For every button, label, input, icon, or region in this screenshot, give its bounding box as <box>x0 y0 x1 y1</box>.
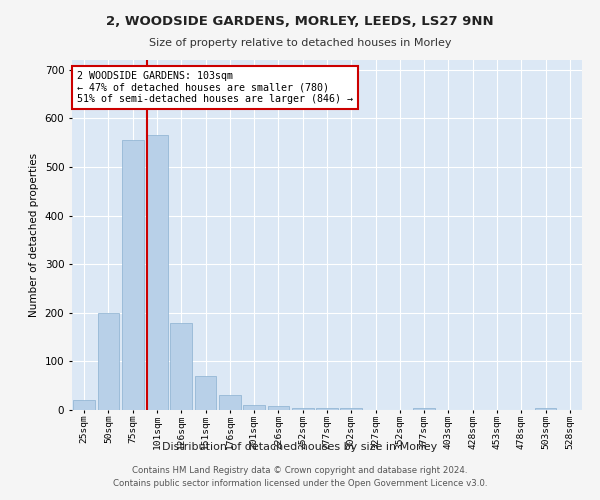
Bar <box>413 408 435 410</box>
Text: Distribution of detached houses by size in Morley: Distribution of detached houses by size … <box>163 442 437 452</box>
Text: Size of property relative to detached houses in Morley: Size of property relative to detached ho… <box>149 38 451 48</box>
Bar <box>340 408 362 410</box>
Bar <box>535 408 556 410</box>
Bar <box>219 396 241 410</box>
Text: 2, WOODSIDE GARDENS, MORLEY, LEEDS, LS27 9NN: 2, WOODSIDE GARDENS, MORLEY, LEEDS, LS27… <box>106 15 494 28</box>
Bar <box>122 140 143 410</box>
Bar <box>292 408 314 410</box>
Y-axis label: Number of detached properties: Number of detached properties <box>29 153 39 317</box>
Bar <box>194 376 217 410</box>
Bar <box>170 322 192 410</box>
Bar <box>268 406 289 410</box>
Bar <box>316 408 338 410</box>
Bar <box>97 313 119 410</box>
Text: Contains HM Land Registry data © Crown copyright and database right 2024.
Contai: Contains HM Land Registry data © Crown c… <box>113 466 487 487</box>
Bar <box>146 136 168 410</box>
Text: 2 WOODSIDE GARDENS: 103sqm
← 47% of detached houses are smaller (780)
51% of sem: 2 WOODSIDE GARDENS: 103sqm ← 47% of deta… <box>77 70 353 104</box>
Bar <box>243 405 265 410</box>
Bar <box>73 400 95 410</box>
